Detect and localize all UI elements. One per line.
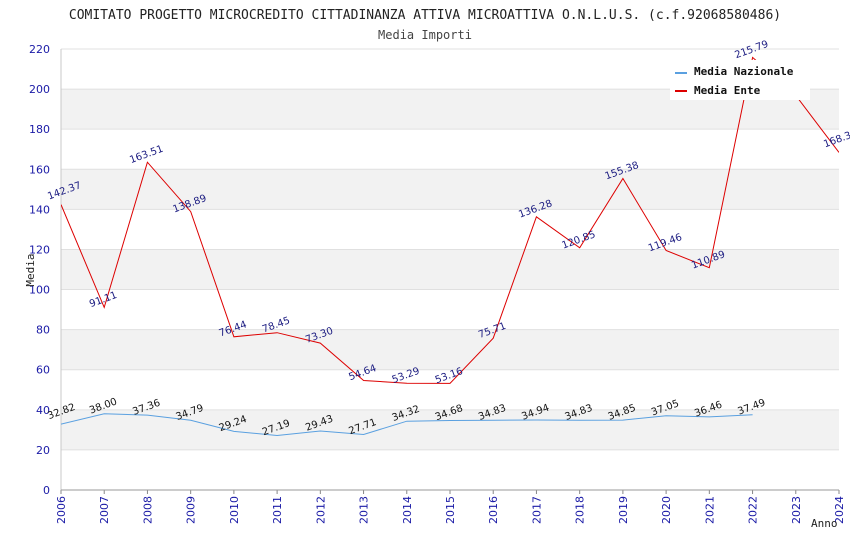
grid-band — [61, 169, 839, 210]
y-tick-label: 220 — [29, 43, 50, 56]
y-tick-label: 180 — [29, 123, 50, 136]
data-label-ente: 91.11 — [88, 290, 119, 310]
x-tick-label: 2010 — [228, 496, 241, 524]
y-tick-label: 120 — [29, 243, 50, 256]
legend-box — [670, 60, 810, 100]
data-label-ente: 215.79 — [733, 39, 770, 61]
x-tick-label: 2014 — [401, 496, 414, 524]
y-axis-ticks: 0 20 40 60 80 100 120 140 160 180 200 220 — [29, 43, 50, 497]
x-tick-label: 2024 — [833, 496, 846, 524]
legend-label-nazionale: Media Nazionale — [694, 65, 794, 78]
grid-band — [61, 249, 839, 290]
y-tick-label: 0 — [43, 484, 50, 497]
data-label-ente: 168.39 — [822, 128, 850, 150]
x-tick-label: 2015 — [444, 496, 457, 524]
y-tick-label: 200 — [29, 83, 50, 96]
y-tick-label: 160 — [29, 163, 50, 176]
x-tick-label: 2019 — [617, 496, 630, 524]
x-tick-label: 2009 — [185, 496, 198, 524]
y-tick-label: 140 — [29, 203, 50, 216]
chart-title: COMITATO PROGETTO MICROCREDITO CITTADINA… — [69, 8, 781, 23]
legend-label-ente: Media Ente — [694, 84, 761, 97]
x-tick-label: 2007 — [98, 496, 111, 524]
y-tick-label: 80 — [36, 324, 50, 337]
x-axis-label: Anno — [811, 517, 838, 530]
x-tick-label: 2011 — [271, 496, 284, 524]
x-tick-label: 2012 — [314, 496, 327, 524]
y-tick-label: 40 — [36, 404, 50, 417]
x-tick-label: 2022 — [747, 496, 760, 524]
x-tick-label: 2017 — [530, 496, 543, 524]
x-tick-label: 2008 — [141, 496, 154, 524]
x-tick-label: 2016 — [487, 496, 500, 524]
media-nazionale-line — [61, 413, 753, 437]
chart-subtitle: Media Importi — [378, 28, 472, 42]
axes — [60, 49, 839, 491]
series-lines — [61, 56, 839, 437]
x-tick-label: 2013 — [358, 496, 371, 524]
y-tick-label: 100 — [29, 284, 50, 297]
x-tick-label: 2023 — [790, 496, 803, 524]
data-label-ente: 163.51 — [128, 144, 165, 166]
x-tick-label: 2020 — [660, 496, 673, 524]
media-ente-line — [61, 56, 839, 384]
data-label-ente: 120.85 — [560, 229, 597, 251]
grid-bands — [61, 48, 839, 491]
x-tick-label: 2006 — [55, 496, 68, 524]
x-tick-label: 2018 — [574, 496, 587, 524]
y-axis-label: Media — [24, 253, 37, 286]
x-tick-label: 2021 — [703, 496, 716, 524]
x-axis-ticks: 2006 2007 2008 2009 2010 2011 2012 2013 2014 2015… — [55, 490, 846, 524]
y-tick-label: 20 — [36, 444, 50, 457]
y-tick-label: 60 — [36, 364, 50, 377]
legend: Media Nazionale Media Ente — [670, 60, 810, 100]
grid-band — [61, 329, 839, 370]
